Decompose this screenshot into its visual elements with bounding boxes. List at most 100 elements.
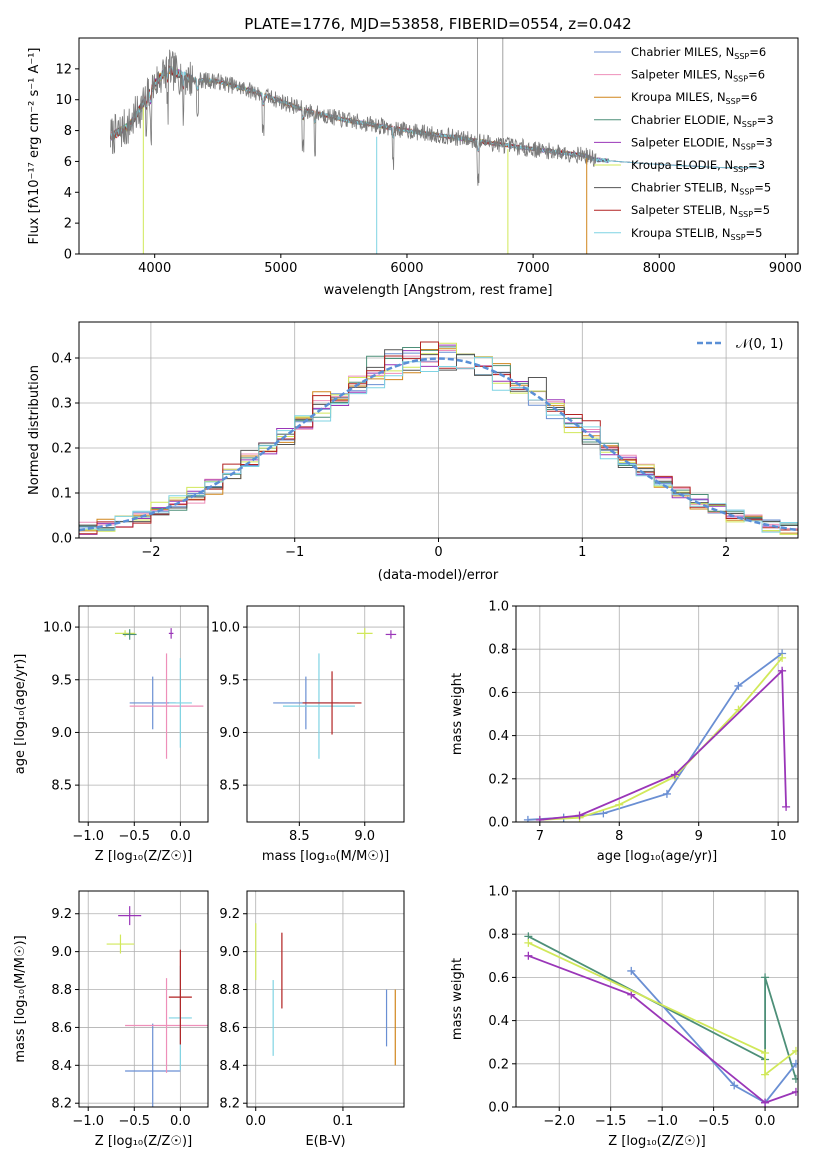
age-weight-panel-xtick-label: 9 — [695, 829, 703, 844]
spectrum-legend-label: Kroupa STELIB, NSSP=5 — [631, 226, 762, 242]
spectrum-ytick-label: 8 — [64, 124, 72, 139]
mass-age-panel-xlabel: mass [log₁₀(M/M☉)] — [262, 849, 389, 864]
z-mass-panel-ytick-label: 8.8 — [51, 983, 72, 998]
residuals-ytick-label: 0.3 — [51, 397, 72, 412]
z-mass-panel-xtick-label: −1.0 — [72, 1114, 104, 1129]
spectrum-legend-label: Salpeter ELODIE, NSSP=3 — [631, 135, 773, 151]
ebv-mass-panel-xlabel: E(B-V) — [305, 1134, 345, 1149]
age-weight-panel-ytick-label: 0.2 — [488, 772, 509, 787]
spectrum-xtick-label: 8000 — [643, 261, 676, 276]
weight-point-marker — [761, 1070, 770, 1079]
ebv-mass-panel-ytick-label: 8.6 — [219, 1021, 240, 1036]
spectrum-legend-label: Salpeter MILES, NSSP=6 — [631, 68, 765, 84]
z-weight-panel-ylabel: mass weight — [450, 958, 465, 1040]
age-weight-panel-ylabel: mass weight — [450, 673, 465, 755]
ebv-mass-panel-xtick-label: 0.1 — [333, 1114, 354, 1129]
weight-point-marker — [782, 802, 791, 811]
z-age-panel-ytick-label: 9.5 — [51, 673, 72, 688]
residuals-xlabel: (data-model)/error — [378, 568, 499, 583]
weight-point-marker — [791, 1046, 798, 1055]
z-mass-panel-ylabel: mass [log₁₀(M/M☉)] — [13, 935, 28, 1062]
mass-age-panel-xtick-label: 9.0 — [354, 829, 375, 844]
age-weight-panel-frame — [515, 605, 799, 823]
z-age-panel-xtick-label: −1.0 — [72, 829, 104, 844]
z-mass-panel-xtick-label: −0.5 — [118, 1114, 150, 1129]
ebv-mass-panel-frame — [246, 890, 405, 1108]
z-age-panel-ytick-label: 10.0 — [43, 621, 72, 636]
residuals-ytick-label: 0.4 — [51, 352, 72, 367]
z-mass-panel-ytick-label: 9.2 — [51, 907, 72, 922]
z-weight-panel-xtick-label: 0.0 — [755, 1114, 776, 1129]
z-weight-panel-marks — [516, 891, 798, 1107]
mass-age-panel-ytick-label: 9.0 — [219, 726, 240, 741]
weight-point-marker — [670, 770, 679, 779]
age-weight-panel-ytick-label: 0.4 — [488, 729, 509, 744]
weight-point-marker — [791, 1059, 798, 1068]
spectrum-ytick-label: 10 — [55, 93, 72, 108]
weight-point-marker — [791, 1087, 798, 1096]
spectrum-xtick-label: 6000 — [390, 261, 423, 276]
residuals-histogram-step — [79, 356, 798, 533]
z-mass-panel-xlabel: Z [log₁₀(Z/Z☉)] — [95, 1134, 192, 1149]
residuals-ytick-label: 0.2 — [51, 442, 72, 457]
spectrum-xlabel: wavelength [Angstrom, rest frame] — [324, 283, 553, 298]
weight-point-marker — [524, 938, 533, 947]
spectrum-plot-area — [110, 38, 763, 254]
z-weight-panel: −2.0 −1.5 −1.0 −0.5 0.0 0.0 0.2 0.4 0.6 0.8 1.0 Z [… — [450, 885, 799, 1149]
spectrum-ytick-label: 4 — [64, 186, 72, 201]
spectrum-legend-label: Kroupa MILES, NSSP=6 — [631, 90, 757, 106]
normal-legend-label: 𝒩(0, 1) — [736, 337, 783, 352]
ebv-mass-panel-ytick-label: 8.4 — [219, 1059, 240, 1074]
age-weight-panel-xtick-label: 10 — [770, 829, 787, 844]
ebv-mass-panel-ytick-label: 8.8 — [219, 983, 240, 998]
mass-age-panel-marks — [247, 606, 404, 822]
age-weight-panel: 7 8 9 10 0.0 0.2 0.4 0.6 0.8 1.0 age [log₁₀(age/yr… — [450, 600, 799, 864]
z-weight-panel-ytick-label: 0.0 — [488, 1101, 509, 1116]
z-weight-panel-xtick-label: −2.0 — [543, 1114, 575, 1129]
z-weight-panel-ytick-label: 0.4 — [488, 1014, 509, 1029]
weight-point-marker — [535, 815, 544, 822]
z-weight-panel-ytick-label: 0.8 — [488, 928, 509, 943]
residuals-ytick-label: 0.0 — [51, 532, 72, 547]
ebv-mass-panel-marks — [247, 891, 404, 1107]
z-age-panel: −1.0 −0.5 0.0 8.5 9.0 9.5 10.0 Z [log₁₀(Z/Z☉)] a… — [13, 605, 209, 864]
normal-curve — [78, 357, 799, 532]
z-age-panel-xlabel: Z [log₁₀(Z/Z☉)] — [95, 849, 192, 864]
spectrum-ylabel: Flux [fλ10⁻¹⁷ erg cm⁻² s⁻¹ A⁻¹] — [27, 48, 42, 245]
z-mass-panel-marks — [79, 891, 208, 1107]
lower-panels: −1.0 −0.5 0.0 8.5 9.0 9.5 10.0 Z [log₁₀(Z/Z☉)] a… — [13, 600, 799, 1149]
z-mass-panel-ytick-label: 8.4 — [51, 1059, 72, 1074]
spectrum-observed-line — [110, 49, 597, 186]
weight-series-line — [528, 954, 797, 1104]
spectrum-legend: Chabrier MILES, NSSP=6 Salpeter MILES, NS… — [594, 45, 774, 242]
z-age-panel-ylabel: age [log₁₀(age/yr)] — [13, 654, 28, 775]
ebv-mass-panel-ytick-label: 9.0 — [219, 945, 240, 960]
age-weight-panel-ytick-label: 0.0 — [488, 816, 509, 831]
age-weight-panel-xtick-label: 7 — [536, 829, 544, 844]
weight-point-marker — [734, 681, 743, 690]
spectrum-legend-label: Salpeter STELIB, NSSP=5 — [631, 203, 770, 219]
age-weight-panel-marks — [516, 606, 798, 822]
weight-series-line — [630, 970, 797, 1104]
spectrum-xtick-label: 7000 — [517, 261, 550, 276]
weight-series-line — [528, 941, 797, 1077]
residuals-plot-area — [78, 322, 799, 538]
mass-age-panel-frame — [246, 605, 405, 823]
weight-point-marker — [662, 789, 671, 798]
age-weight-panel-xlabel: age [log₁₀(age/yr)] — [597, 849, 718, 864]
ebv-mass-panel-ytick-label: 9.2 — [219, 907, 240, 922]
spectrum-y-ticks: 0 2 4 6 8 10 12 — [55, 62, 79, 263]
spectrum-legend-label: Chabrier MILES, NSSP=6 — [631, 45, 766, 61]
spectrum-frame — [78, 37, 799, 255]
weight-point-marker — [761, 1098, 770, 1107]
weight-point-marker — [791, 1074, 798, 1083]
weight-point-marker — [615, 800, 624, 809]
spectrum-xtick-label: 9000 — [769, 261, 802, 276]
weight-point-marker — [524, 951, 533, 960]
weight-point-marker — [575, 811, 584, 820]
residuals-xtick-label: −2 — [141, 545, 160, 560]
residuals-x-ticks: −2 −1 0 1 2 — [141, 538, 730, 560]
residuals-ytick-label: 0.1 — [51, 487, 72, 502]
z-weight-panel-frame — [515, 890, 799, 1108]
z-weight-panel-xtick-label: −0.5 — [698, 1114, 730, 1129]
